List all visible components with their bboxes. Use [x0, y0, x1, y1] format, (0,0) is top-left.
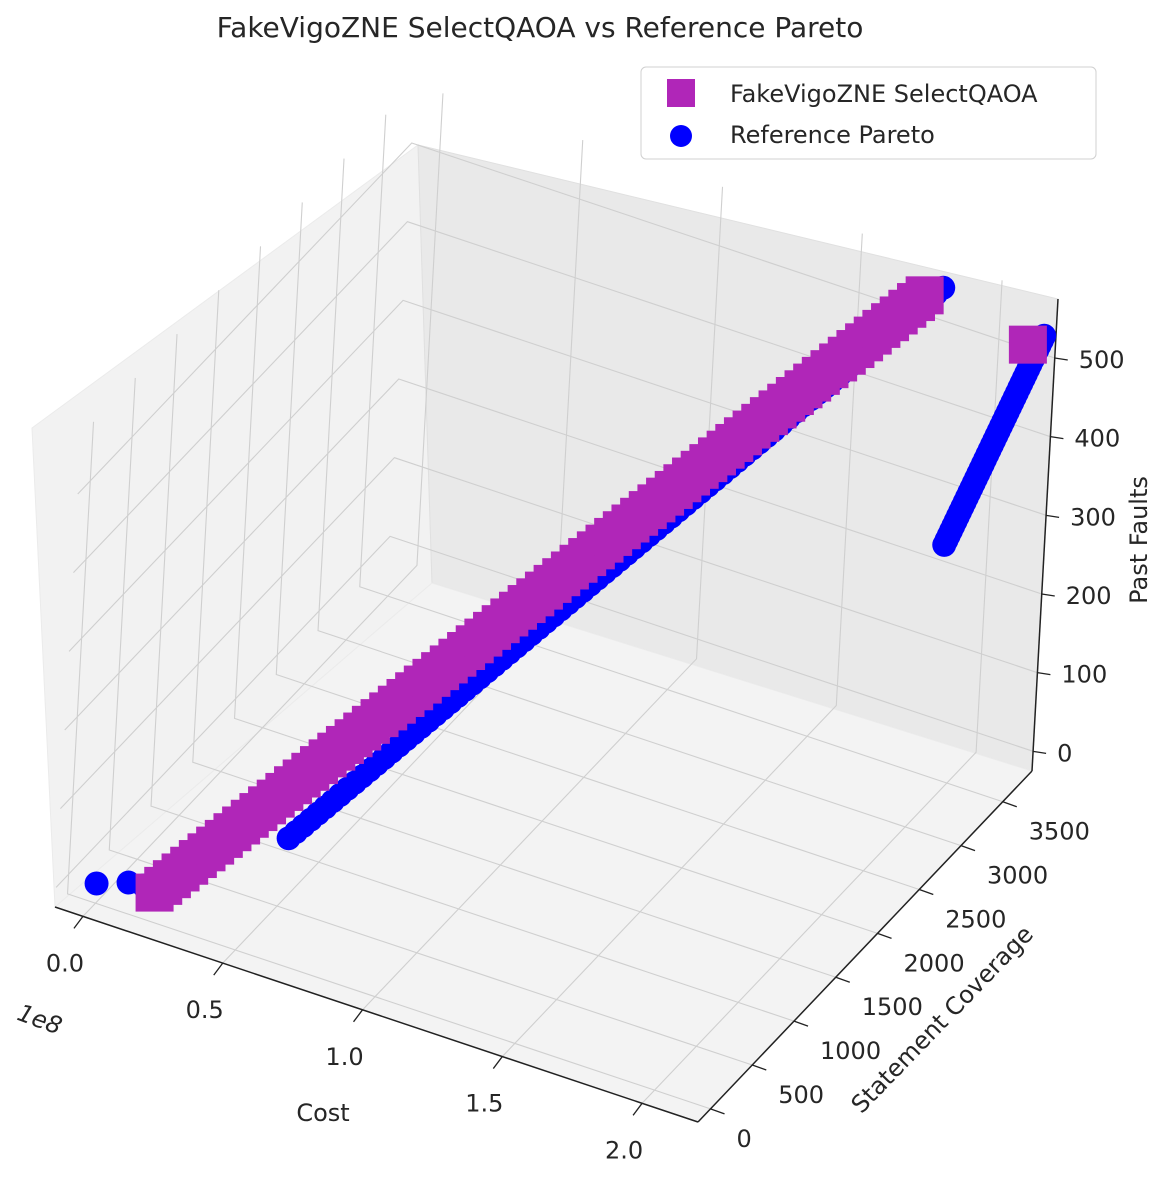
z-tick-mark [1050, 436, 1064, 440]
y-tick-mark [919, 888, 934, 896]
legend-box [640, 66, 1097, 160]
y-tick-label: 2500 [945, 905, 1006, 933]
z-tick-label: 100 [1061, 661, 1107, 689]
z-tick-mark [1032, 750, 1047, 754]
x-gridline [362, 186, 724, 1011]
z-tick-label: 400 [1074, 425, 1120, 453]
z-tick-label: 0 [1057, 739, 1072, 767]
z-tick-label: 200 [1066, 582, 1112, 610]
x-tick-label: 0.0 [46, 949, 84, 977]
y-tick-mark [1002, 801, 1017, 808]
y-gridline [150, 334, 795, 1022]
data-marks [84, 275, 1057, 912]
z-tick-label: 500 [1079, 346, 1125, 374]
y-tick-label: 1500 [862, 993, 923, 1021]
grid-lines [55, 93, 1055, 1110]
selectqaoa-marker [1008, 325, 1047, 364]
y-tick-label: 3000 [987, 862, 1048, 890]
y-tick-mark [960, 844, 976, 852]
z-gridline [77, 142, 1055, 495]
y-tick-label: 500 [778, 1081, 824, 1109]
x-tick-mark [73, 915, 84, 929]
legend-label-reference: Reference Pareto [730, 121, 935, 149]
z-axis-line [1031, 298, 1059, 772]
y-gridline [359, 114, 1003, 803]
reference-pareto-marker [84, 871, 109, 896]
z-gridline [64, 378, 1042, 731]
selectqaoa-marker [905, 276, 944, 315]
chart-title: FakeVigoZNE SelectQAOA vs Reference Pare… [217, 11, 864, 44]
legend: FakeVigoZNE SelectQAOA Reference Pareto [640, 66, 1097, 160]
x-tick-label: 1.5 [465, 1090, 503, 1118]
x-tick-mark [213, 962, 224, 976]
x-tick-label: 2.0 [605, 1136, 643, 1164]
x-gridline [82, 93, 444, 917]
x-tick-label: 0.5 [186, 996, 224, 1024]
x-tick-mark [632, 1102, 643, 1116]
x-gridline [501, 233, 863, 1057]
x-offset-label: 1e8 [14, 999, 66, 1041]
z-gridline [55, 535, 1034, 888]
z-gridline [68, 299, 1047, 652]
legend-circle-marker [670, 125, 692, 147]
y-tick-mark [793, 1020, 809, 1027]
y-gridline [192, 290, 836, 978]
y-tick-mark [710, 1108, 725, 1115]
x-axis-label: Cost [296, 1099, 349, 1127]
x-axis-line [54, 906, 699, 1123]
legend-square-marker [667, 79, 695, 107]
y-tick-label: 1000 [820, 1037, 881, 1065]
y-gridline [275, 202, 920, 890]
x-tick-mark [492, 1056, 503, 1069]
y-tick-mark [835, 976, 850, 983]
legend-label-selectqaoa: FakeVigoZNE SelectQAOA [730, 80, 1038, 108]
y-gridline [108, 377, 753, 1066]
y-gridline [66, 421, 711, 1110]
y-gridline [317, 158, 962, 847]
x-tick-label: 1.0 [325, 1043, 363, 1071]
y-tick-label: 2000 [904, 949, 965, 977]
z-tick-mark [1037, 672, 1051, 676]
z-tick-mark [1045, 514, 1060, 518]
z-tick-mark [1041, 593, 1055, 597]
axis-lines [54, 298, 1059, 1123]
z-tick-label: 300 [1070, 503, 1116, 531]
y-tick-mark [752, 1064, 767, 1071]
y-axis-line [697, 770, 1033, 1123]
y-tick-mark [877, 932, 892, 939]
z-axis-label: Past Faults [1125, 476, 1153, 604]
axis-ticks: 0.00.51.01.52.0 0500100015002000250030003… [46, 346, 1125, 1164]
y-tick-label: 3500 [1029, 818, 1090, 846]
x-tick-mark [353, 1009, 364, 1023]
z-gridline [60, 457, 1038, 810]
y-gridline [233, 246, 878, 934]
y-tick-label: 0 [737, 1125, 752, 1153]
z-tick-mark [1054, 357, 1068, 361]
